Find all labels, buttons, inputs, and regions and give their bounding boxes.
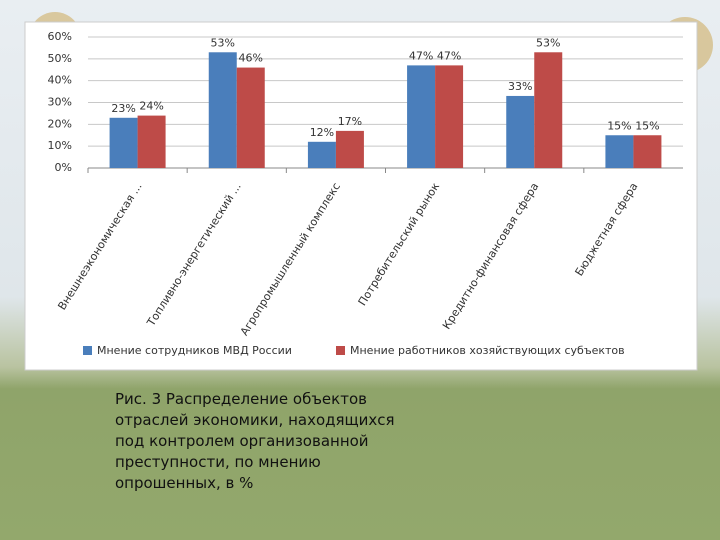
value-label: 47% <box>409 49 433 62</box>
bar <box>109 117 138 168</box>
bar <box>435 65 464 168</box>
bar <box>534 52 563 168</box>
bar <box>407 65 436 168</box>
caption: Рис. 3 Распределение объектов отраслей э… <box>115 390 395 492</box>
value-label: 53% <box>536 36 560 49</box>
y-tick-label: 10% <box>48 139 72 152</box>
legend-swatch <box>336 346 345 355</box>
chart-frame <box>24 21 698 371</box>
bar <box>307 141 336 168</box>
bar <box>137 115 166 168</box>
value-label: 23% <box>111 102 135 115</box>
value-label: 15% <box>635 119 659 132</box>
value-label: 46% <box>239 52 263 65</box>
bar <box>605 135 634 168</box>
y-tick-label: 20% <box>48 117 72 130</box>
value-label: 12% <box>310 126 334 139</box>
value-label: 47% <box>437 49 461 62</box>
value-label: 15% <box>607 119 631 132</box>
legend-swatch <box>83 346 92 355</box>
value-label: 53% <box>211 36 235 49</box>
bar <box>633 135 662 168</box>
legend-label: Мнение работников хозяйствующих субъекто… <box>350 344 625 357</box>
y-tick-label: 50% <box>48 52 72 65</box>
value-label: 24% <box>139 100 163 113</box>
y-tick-label: 60% <box>48 30 72 43</box>
bar <box>236 67 265 168</box>
y-tick-label: 40% <box>48 74 72 87</box>
bar <box>208 52 237 168</box>
legend-label: Мнение сотрудников МВД России <box>97 344 292 357</box>
value-label: 17% <box>338 115 362 128</box>
bar <box>506 95 535 168</box>
y-tick-label: 0% <box>55 161 72 174</box>
y-tick-label: 30% <box>48 96 72 109</box>
bar <box>335 130 364 168</box>
value-label: 33% <box>508 80 532 93</box>
